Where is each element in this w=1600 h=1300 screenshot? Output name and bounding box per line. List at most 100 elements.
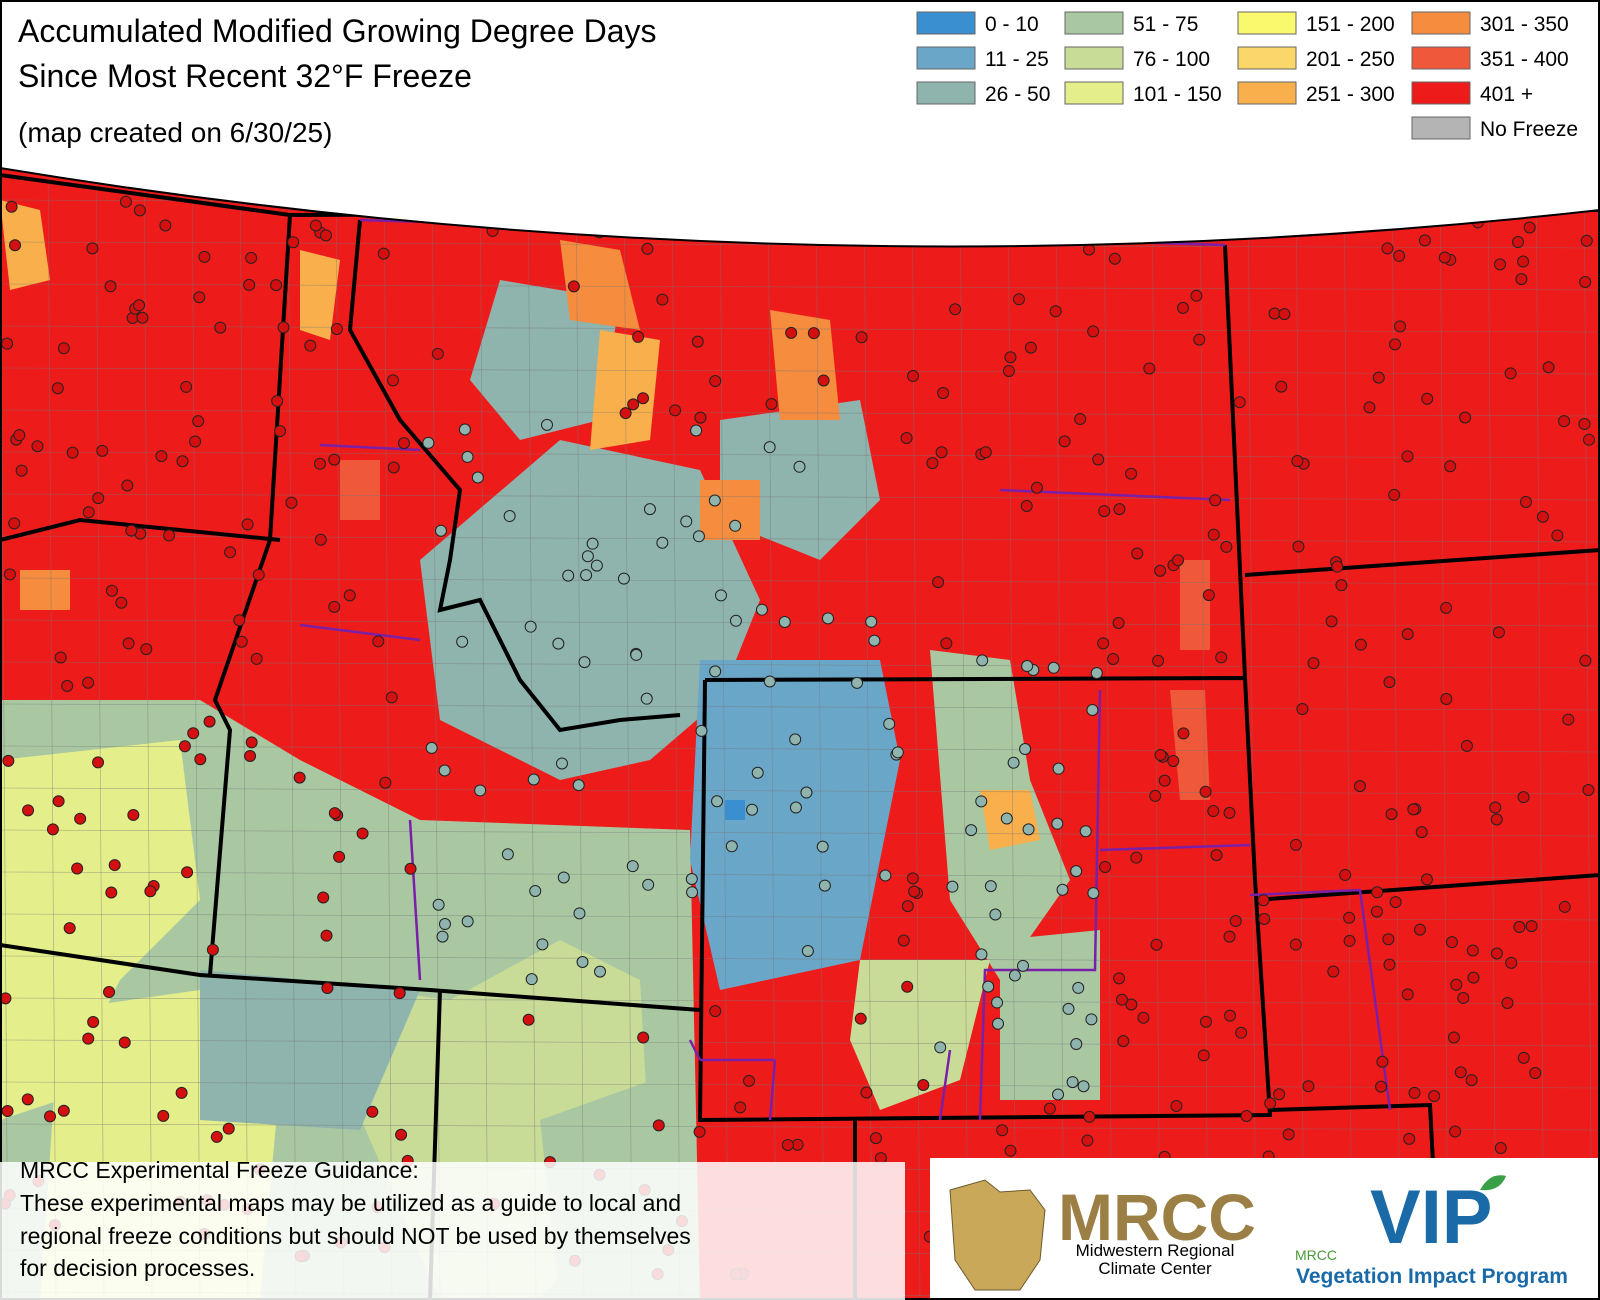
station bbox=[436, 930, 449, 943]
station bbox=[103, 985, 116, 998]
station bbox=[385, 691, 398, 704]
station bbox=[314, 533, 327, 546]
station bbox=[1113, 972, 1126, 985]
station bbox=[1275, 380, 1288, 393]
station bbox=[1289, 838, 1302, 851]
station bbox=[320, 929, 333, 942]
station bbox=[198, 250, 211, 263]
station bbox=[1008, 969, 1021, 982]
county-line bbox=[95, 168, 105, 1300]
station bbox=[817, 374, 830, 387]
county-line bbox=[575, 168, 585, 1300]
title: Since Most Recent 32°F Freeze bbox=[18, 58, 472, 94]
station bbox=[203, 715, 216, 728]
station bbox=[1370, 905, 1383, 918]
station bbox=[456, 635, 469, 648]
station bbox=[379, 776, 392, 789]
station bbox=[1394, 320, 1407, 333]
station bbox=[1223, 806, 1236, 819]
station bbox=[686, 886, 699, 899]
station bbox=[1440, 693, 1453, 706]
station bbox=[874, 1152, 887, 1165]
station bbox=[743, 1074, 756, 1087]
station bbox=[1004, 1144, 1017, 1157]
county-line bbox=[1535, 168, 1545, 1300]
station bbox=[224, 546, 237, 559]
station bbox=[1383, 958, 1396, 971]
station bbox=[1021, 660, 1034, 673]
station bbox=[567, 280, 580, 293]
station bbox=[801, 945, 814, 958]
station bbox=[1258, 913, 1271, 926]
vip-logo: VIP bbox=[1370, 1175, 1493, 1260]
station bbox=[1401, 450, 1414, 463]
station bbox=[1291, 455, 1304, 468]
station bbox=[121, 479, 134, 492]
station bbox=[438, 918, 451, 931]
station bbox=[1085, 1013, 1098, 1026]
station bbox=[1113, 503, 1126, 516]
station bbox=[935, 446, 948, 459]
station bbox=[552, 637, 565, 650]
county-line bbox=[0, 787, 1600, 795]
station bbox=[1582, 433, 1595, 446]
station bbox=[1022, 823, 1035, 836]
station bbox=[157, 1109, 170, 1122]
region bbox=[0, 200, 50, 290]
station bbox=[1199, 1015, 1212, 1028]
mrcc-map-icon bbox=[949, 1179, 1046, 1291]
county-line bbox=[1151, 168, 1161, 1300]
station bbox=[1296, 702, 1309, 715]
station bbox=[458, 423, 471, 436]
station bbox=[709, 375, 722, 388]
station bbox=[1125, 998, 1138, 1011]
county-line bbox=[1439, 168, 1449, 1300]
station bbox=[525, 973, 538, 986]
legend-swatch bbox=[1411, 81, 1471, 105]
station bbox=[241, 518, 254, 531]
county-line bbox=[0, 1039, 1600, 1047]
legend-swatch bbox=[1064, 81, 1124, 105]
station bbox=[917, 1078, 930, 1091]
legend-swatch bbox=[1411, 116, 1471, 140]
station bbox=[1092, 453, 1105, 466]
station bbox=[937, 386, 950, 399]
station bbox=[685, 873, 698, 886]
station bbox=[1229, 915, 1242, 928]
station bbox=[789, 733, 802, 746]
station bbox=[1494, 1142, 1507, 1155]
legend-swatch bbox=[1237, 81, 1297, 105]
station bbox=[778, 615, 791, 628]
station bbox=[632, 330, 645, 343]
station bbox=[785, 326, 798, 339]
station bbox=[1385, 808, 1398, 821]
station bbox=[1190, 289, 1203, 302]
station bbox=[328, 453, 341, 466]
station bbox=[46, 823, 59, 836]
station bbox=[627, 398, 640, 411]
station bbox=[642, 878, 655, 891]
legend-label: 0 - 10 bbox=[985, 13, 1039, 36]
county-line bbox=[239, 168, 249, 1300]
station bbox=[233, 614, 246, 627]
footer-text: regional freeze conditions but should NO… bbox=[20, 1223, 691, 1249]
station bbox=[1389, 338, 1402, 351]
station bbox=[1582, 783, 1595, 796]
station bbox=[82, 506, 95, 519]
station bbox=[626, 860, 639, 873]
station bbox=[976, 654, 989, 667]
station bbox=[793, 460, 806, 473]
station bbox=[869, 1132, 882, 1145]
county-line bbox=[0, 703, 1600, 711]
legend-swatch bbox=[916, 11, 976, 35]
county-line bbox=[767, 168, 777, 1300]
station bbox=[1020, 499, 1033, 512]
station bbox=[92, 756, 105, 769]
station bbox=[1130, 851, 1143, 864]
station bbox=[66, 446, 79, 459]
station bbox=[274, 425, 287, 438]
legend: 0 - 10 11 - 25 26 - 50 51 - 75 76 - 100 101 -… bbox=[916, 11, 1578, 141]
station bbox=[1382, 933, 1395, 946]
vip-leaf bbox=[1480, 1175, 1506, 1191]
